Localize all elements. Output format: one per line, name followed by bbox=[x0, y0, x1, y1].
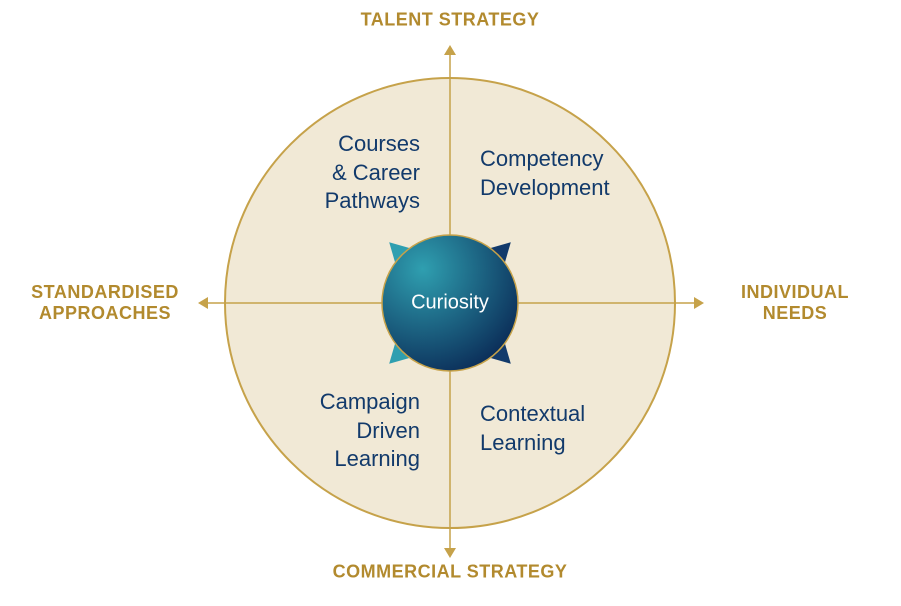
axis-line-bottom-arrow bbox=[444, 548, 456, 558]
axis-label-bottom: COMMERCIAL STRATEGY bbox=[333, 562, 568, 583]
axis-label-top: TALENT STRATEGY bbox=[361, 10, 540, 31]
quadrant-label-tr: Competency Development bbox=[480, 145, 610, 202]
quadrant-label-br: Contextual Learning bbox=[480, 400, 585, 457]
axis-label-left: STANDARDISED APPROACHES bbox=[31, 282, 179, 324]
diagram-stage: TALENT STRATEGY COMMERCIAL STRATEGY STAN… bbox=[0, 0, 901, 606]
quadrant-label-bl: Campaign Driven Learning bbox=[320, 388, 420, 474]
axis-line-top-arrow bbox=[444, 45, 456, 55]
axis-line-right-arrow bbox=[694, 297, 704, 309]
center-label: Curiosity bbox=[411, 292, 489, 315]
axis-label-right: INDIVIDUAL NEEDS bbox=[741, 282, 849, 324]
axis-line-left-arrow bbox=[198, 297, 208, 309]
quadrant-label-tl: Courses & Career Pathways bbox=[325, 130, 420, 216]
